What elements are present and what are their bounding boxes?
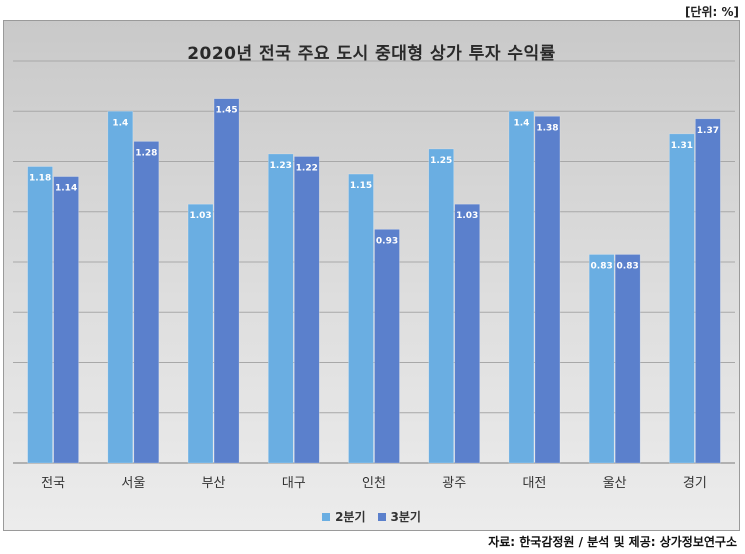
legend-swatch-series-2 <box>377 512 386 521</box>
bar-1 <box>669 133 695 464</box>
bar-1 <box>107 110 134 464</box>
data-label: 0.93 <box>376 236 398 246</box>
unit-note: [단위: %] <box>684 5 739 19</box>
legend-item-series-1: 2분기 <box>322 508 366 525</box>
data-label: 1.15 <box>350 181 372 191</box>
legend-label-series-1: 2분기 <box>335 510 366 524</box>
x-tick-label: 경기 <box>683 476 707 491</box>
bar-2 <box>534 115 561 464</box>
bar-1 <box>428 148 455 464</box>
data-label: 1.03 <box>189 211 211 221</box>
bar-2 <box>213 98 240 464</box>
data-label: 0.83 <box>617 261 639 271</box>
legend-item-series-2: 3분기 <box>377 508 421 525</box>
data-label: 1.14 <box>55 184 77 194</box>
bar-1 <box>588 254 615 464</box>
data-label: 1.25 <box>430 156 452 166</box>
bar-2 <box>53 176 79 464</box>
bar-1 <box>348 173 374 464</box>
bar-2 <box>133 141 160 464</box>
bar-1 <box>508 110 535 464</box>
bar-2 <box>454 203 481 464</box>
data-label: 1.45 <box>215 106 237 116</box>
legend-swatch-series-1 <box>322 512 331 521</box>
chart-legend: 2분기 3분기 <box>4 508 739 525</box>
chart-plot: 1.18 1.14 전국 1.4 1.28 서울 1.03 1.45 부산 1.23 1.22 대구 1… <box>13 60 735 491</box>
data-label: 1.4 <box>112 118 128 128</box>
bar-2 <box>374 229 400 464</box>
data-label: 1.22 <box>296 163 318 173</box>
x-tick-label: 대구 <box>282 476 306 491</box>
data-label: 1.03 <box>456 211 478 221</box>
x-tick-label: 서울 <box>121 476 145 491</box>
bar-1 <box>27 166 53 464</box>
x-tick-label: 울산 <box>603 476 627 491</box>
source-note: 자료: 한국감정원 / 분석 및 제공: 상가정보연구소 <box>488 535 737 549</box>
x-tick-label: 전국 <box>41 476 65 491</box>
x-tick-label: 부산 <box>202 476 226 491</box>
data-label: 1.18 <box>29 174 51 184</box>
data-label: 1.38 <box>536 123 558 133</box>
data-label: 1.28 <box>135 148 157 158</box>
bar-1 <box>187 203 214 464</box>
chart-panel: 2020년 전국 주요 도시 중대형 상가 투자 수익률 1.18 1.14 전국 1… <box>3 20 740 531</box>
bar-2 <box>614 254 641 464</box>
x-tick-label: 대전 <box>522 476 546 491</box>
x-tick-label: 광주 <box>442 476 466 491</box>
data-label: 1.37 <box>697 126 719 136</box>
data-label: 1.23 <box>270 161 292 171</box>
bar-1 <box>267 153 294 464</box>
data-label: 0.83 <box>591 261 613 271</box>
chart-title: 2020년 전국 주요 도시 중대형 상가 투자 수익률 <box>187 44 556 64</box>
x-tick-label: 인천 <box>362 476 386 491</box>
data-label: 1.31 <box>671 141 693 151</box>
bar-2 <box>695 118 721 464</box>
bar-2 <box>293 156 320 464</box>
data-label: 1.4 <box>513 118 529 128</box>
legend-label-series-2: 3분기 <box>390 510 421 524</box>
